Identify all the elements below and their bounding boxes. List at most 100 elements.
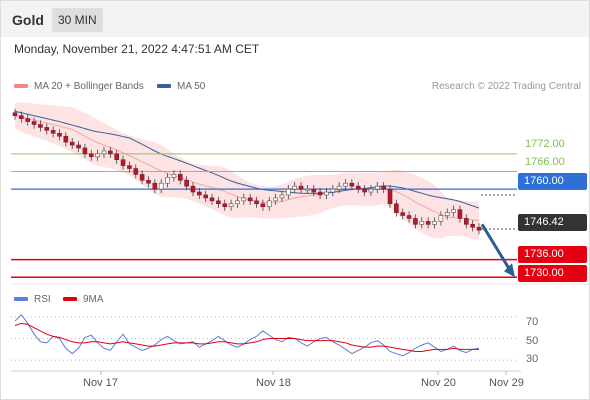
candle bbox=[95, 153, 100, 158]
header-bar: Gold 30 MIN bbox=[1, 1, 589, 37]
x-label-nov18: Nov 18 bbox=[256, 377, 291, 389]
candle bbox=[38, 124, 43, 128]
candle bbox=[413, 218, 418, 225]
candle bbox=[228, 203, 234, 208]
candle bbox=[444, 212, 450, 216]
candle bbox=[292, 185, 297, 190]
candle bbox=[222, 203, 228, 208]
level-label-s1: 1736.00 bbox=[518, 246, 587, 263]
candle bbox=[381, 185, 386, 190]
candle bbox=[19, 115, 24, 119]
rsi-ma-line bbox=[14, 322, 479, 352]
candle bbox=[50, 130, 56, 134]
candle bbox=[254, 200, 259, 205]
bollinger-swatch-icon bbox=[14, 84, 28, 89]
timeframe-button[interactable]: 30 MIN bbox=[52, 8, 103, 32]
bollinger-band bbox=[15, 102, 479, 240]
candle bbox=[476, 226, 482, 231]
candle bbox=[286, 188, 291, 196]
candle bbox=[152, 182, 158, 190]
candle bbox=[470, 224, 475, 228]
candle bbox=[298, 185, 304, 190]
candle bbox=[235, 200, 240, 205]
timestamp: Monday, November 21, 2022 4:47:51 AM CET bbox=[14, 42, 260, 56]
candle bbox=[266, 200, 272, 208]
legend-rsi: RSI bbox=[14, 294, 51, 305]
level-label-s2: 1730.00 bbox=[518, 265, 587, 282]
candle bbox=[317, 191, 323, 196]
candle bbox=[177, 174, 183, 181]
candle bbox=[241, 197, 247, 202]
credit-text: Research © 2022 Trading Central bbox=[431, 81, 581, 92]
candle bbox=[273, 197, 278, 202]
legend-rsi-ma: 9MA bbox=[63, 294, 104, 305]
candle bbox=[76, 144, 81, 149]
level-label-last: 1746.42 bbox=[518, 214, 587, 231]
legend-ma50-label: MA 50 bbox=[177, 81, 206, 92]
candle bbox=[438, 215, 444, 222]
candle bbox=[114, 153, 119, 161]
candle bbox=[197, 191, 202, 196]
candle bbox=[463, 218, 469, 225]
candle bbox=[451, 209, 456, 213]
x-label-nov17: Nov 17 bbox=[83, 377, 118, 389]
candle bbox=[279, 194, 285, 199]
candle bbox=[432, 221, 437, 225]
legend-ma50: MA 50 bbox=[157, 81, 205, 92]
candle bbox=[362, 188, 367, 193]
candle bbox=[216, 200, 221, 205]
ma20-line bbox=[14, 115, 480, 222]
rsi-tick-70: 70 bbox=[526, 316, 539, 328]
candle bbox=[400, 212, 406, 216]
candle bbox=[387, 188, 393, 205]
candle bbox=[184, 179, 189, 187]
candle bbox=[330, 188, 336, 193]
candle bbox=[69, 141, 75, 146]
candle bbox=[44, 127, 50, 131]
symbol-title: Gold bbox=[12, 12, 44, 28]
ma50-line bbox=[14, 110, 480, 209]
rsi-tick-50: 50 bbox=[526, 335, 539, 347]
candle bbox=[203, 194, 208, 199]
candle bbox=[260, 203, 266, 208]
legend-bollinger-label: MA 20 + Bollinger Bands bbox=[34, 81, 144, 92]
candle bbox=[368, 188, 374, 193]
candle bbox=[171, 174, 177, 178]
candle bbox=[324, 191, 329, 196]
candle bbox=[127, 165, 132, 169]
rsi-tick-30: 30 bbox=[526, 353, 539, 365]
candle bbox=[101, 150, 107, 155]
rsi-swatch-icon bbox=[14, 297, 28, 302]
candle bbox=[311, 188, 317, 193]
candle bbox=[457, 209, 463, 219]
x-label-nov29: Nov 29 bbox=[489, 377, 524, 389]
candle bbox=[108, 150, 113, 155]
ma50-swatch-icon bbox=[157, 84, 171, 89]
candle bbox=[355, 185, 361, 190]
candle bbox=[133, 168, 139, 175]
candle bbox=[419, 221, 425, 225]
candle bbox=[25, 118, 31, 122]
legend-bollinger: MA 20 + Bollinger Bands bbox=[14, 81, 144, 92]
candle bbox=[349, 182, 355, 187]
candle bbox=[12, 112, 18, 116]
candle bbox=[394, 203, 399, 213]
candle bbox=[120, 159, 126, 166]
candle bbox=[190, 185, 196, 193]
candle bbox=[375, 185, 380, 190]
candle bbox=[82, 147, 88, 155]
candle bbox=[88, 153, 94, 158]
projection-arrow-shaft bbox=[480, 223, 512, 271]
candle bbox=[406, 215, 412, 219]
candle bbox=[165, 177, 170, 184]
candle bbox=[247, 197, 253, 202]
level-label-r1: 1766.00 bbox=[525, 156, 565, 168]
legend-rsi-ma-label: 9MA bbox=[83, 294, 104, 305]
level-label-pivot: 1760.00 bbox=[518, 173, 587, 190]
candle bbox=[57, 133, 62, 137]
rsi-ma-swatch-icon bbox=[63, 297, 77, 302]
candle bbox=[139, 174, 145, 181]
candle bbox=[209, 197, 215, 202]
